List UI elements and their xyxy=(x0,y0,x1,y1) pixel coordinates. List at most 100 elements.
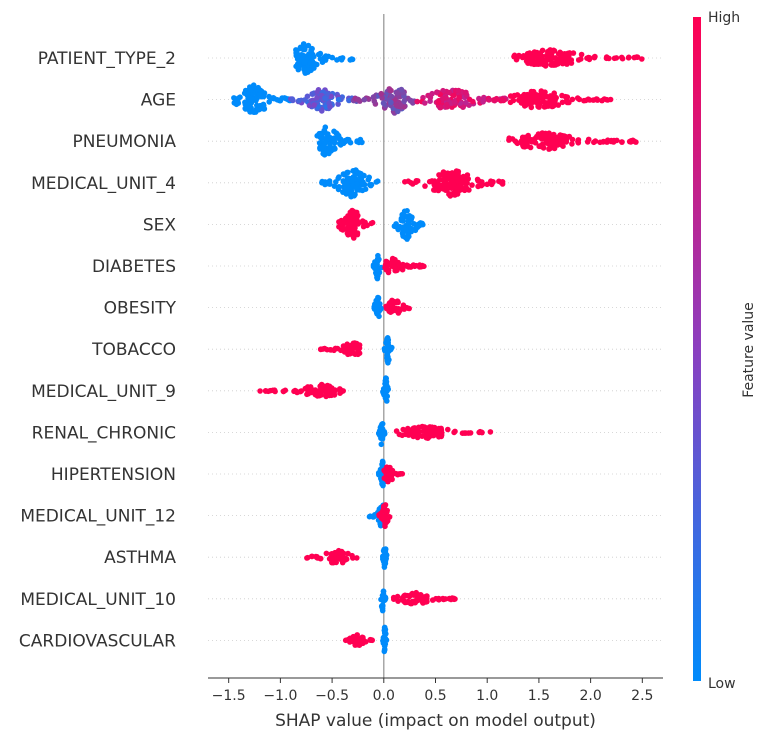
shap-point xyxy=(426,431,432,438)
feature-label: DIABETES xyxy=(92,257,176,277)
shap-point xyxy=(375,294,381,301)
shap-point xyxy=(350,340,357,347)
shap-point xyxy=(373,271,380,278)
row-gridlines xyxy=(208,57,663,641)
feature-labels: PATIENT_TYPE_2 AGE PNEUMONIA MEDICAL_UNIT_4… xyxy=(19,49,177,651)
shap-point xyxy=(510,97,517,104)
shap-point xyxy=(353,344,359,351)
shap-point xyxy=(525,97,531,104)
shap-point xyxy=(257,87,263,94)
shap-point xyxy=(380,100,387,106)
shap-point xyxy=(499,96,506,102)
shap-point xyxy=(391,223,398,229)
shap-point xyxy=(462,430,469,436)
shap-point xyxy=(416,592,422,598)
shap-point xyxy=(354,96,361,103)
shap-point xyxy=(383,476,390,483)
shap-point xyxy=(276,97,282,104)
feature-label: ASTHMA xyxy=(104,548,176,568)
shap-point xyxy=(249,96,256,102)
shap-point xyxy=(532,53,538,60)
shap-point xyxy=(267,95,274,101)
shap-point xyxy=(453,170,460,177)
shap-point xyxy=(335,186,342,193)
shap-point xyxy=(470,98,476,105)
shap-point xyxy=(379,461,385,468)
shap-point xyxy=(569,141,575,147)
shap-point xyxy=(398,215,405,222)
shap-point xyxy=(619,139,625,145)
x-tick-label: 2.0 xyxy=(579,688,601,704)
shap-point xyxy=(490,179,496,185)
shap-point xyxy=(567,58,573,64)
shap-point xyxy=(378,90,385,97)
shap-point xyxy=(418,220,425,227)
shap-point xyxy=(384,351,391,358)
shap-point xyxy=(521,91,528,98)
shap-point xyxy=(338,549,344,556)
shap-point xyxy=(390,594,397,601)
shap-point xyxy=(304,93,311,100)
shap-point xyxy=(439,172,446,178)
beeswarm-points xyxy=(231,41,645,655)
shap-point xyxy=(383,382,390,388)
shap-point xyxy=(396,431,403,438)
shap-point xyxy=(327,104,333,110)
shap-point xyxy=(380,548,387,554)
shap-point xyxy=(305,67,312,73)
x-tick-label: −1.0 xyxy=(263,688,297,704)
shap-point xyxy=(522,139,528,146)
shap-point xyxy=(575,138,581,145)
shap-point xyxy=(271,387,278,394)
shap-point xyxy=(558,137,564,143)
shap-point xyxy=(541,104,548,110)
shap-point xyxy=(380,598,387,604)
shap-point xyxy=(312,387,319,393)
shap-point xyxy=(382,521,388,527)
shap-point xyxy=(357,176,364,183)
shap-point xyxy=(317,555,324,562)
shap-point xyxy=(395,108,401,115)
shap-point xyxy=(354,632,361,638)
shap-point xyxy=(375,470,382,476)
shap-point xyxy=(381,554,388,561)
shap-point xyxy=(331,347,337,354)
shap-point xyxy=(464,180,470,186)
shap-point xyxy=(378,441,385,448)
shap-point xyxy=(408,215,415,221)
shap-point xyxy=(440,596,447,603)
shap-point xyxy=(586,55,593,61)
shap-point xyxy=(375,252,381,259)
shap-point xyxy=(440,87,446,94)
shap-point xyxy=(419,595,426,602)
shap-point xyxy=(551,101,558,108)
shap-point xyxy=(578,56,584,62)
shap-point xyxy=(291,388,297,395)
shap-point xyxy=(402,179,408,185)
shap-point xyxy=(340,227,346,233)
feature-label: RENAL_CHRONIC xyxy=(32,423,176,443)
shap-point xyxy=(350,233,357,240)
shap-point xyxy=(348,56,355,62)
shap-point xyxy=(444,104,451,110)
shap-point xyxy=(281,95,288,101)
shap-point xyxy=(413,598,419,604)
x-tick-label: 1.0 xyxy=(476,688,498,704)
shap-point xyxy=(525,132,531,139)
x-tick-label: −1.5 xyxy=(212,688,246,704)
shap-point xyxy=(374,311,380,317)
shap-point xyxy=(486,97,492,103)
shap-point xyxy=(323,550,330,557)
shap-point xyxy=(457,183,464,190)
shap-point xyxy=(467,430,474,436)
shap-point xyxy=(379,605,386,612)
x-tick-label: 0.5 xyxy=(424,688,446,704)
shap-point xyxy=(578,51,585,58)
shap-point xyxy=(326,150,332,157)
shap-point xyxy=(395,598,401,604)
shap-point xyxy=(382,629,388,636)
shap-point xyxy=(431,187,437,193)
shap-point xyxy=(462,186,468,193)
shap-point xyxy=(281,388,287,394)
shap-point xyxy=(347,213,353,220)
